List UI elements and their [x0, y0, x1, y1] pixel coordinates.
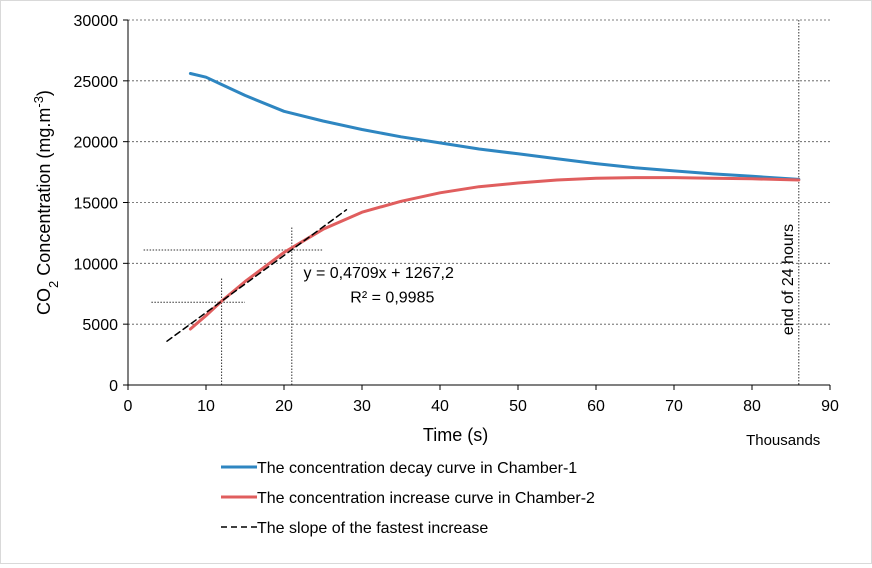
r-squared-label: R² = 0,9985 [350, 289, 434, 306]
y-label-post: ) [34, 90, 54, 96]
legend: The concentration decay curve in Chamber… [221, 460, 595, 537]
x-tick-label: 40 [431, 398, 449, 415]
series-group [166, 72, 801, 342]
gridlines [128, 19, 830, 325]
x-tick-label: 0 [124, 398, 133, 415]
x-tick-label: 80 [743, 398, 761, 415]
y-label-mid: Concentration (mg.m [34, 108, 54, 281]
legend-label-2: The concentration increase curve in Cham… [257, 490, 595, 507]
guide-lines [143, 20, 800, 385]
y-tick-label: 5000 [82, 317, 118, 334]
series-line-3 [166, 209, 348, 342]
x-tick-label: 10 [197, 398, 215, 415]
x-tick-label: 70 [665, 398, 683, 415]
y-label-sub: 2 [46, 281, 61, 288]
x-tick-label: 60 [587, 398, 605, 415]
x-tick-labels: 0 10 20 30 40 50 60 70 80 90 [124, 385, 839, 415]
x-tick-label: 50 [509, 398, 527, 415]
y-tick-label: 30000 [74, 13, 119, 30]
end-of-24-hours-label: end of 24 hours [780, 224, 797, 335]
series-line-1 [188, 72, 801, 181]
x-tick-label: 20 [275, 398, 293, 415]
y-tick-label: 15000 [74, 196, 119, 213]
trendline-equation: y = 0,4709x + 1267,2 [304, 265, 454, 282]
y-label-sup: -3 [31, 96, 46, 108]
y-tick-labels: 0 5000 10000 15000 20000 25000 30000 [74, 13, 128, 395]
x-multiplier-label: Thousands [746, 432, 820, 449]
y-axis-label: CO2 Concentration (mg.m-3) [31, 90, 61, 315]
y-tick-label: 10000 [74, 256, 119, 273]
x-axis-label: Time (s) [423, 425, 488, 445]
legend-label-1: The concentration decay curve in Chamber… [257, 460, 577, 477]
x-tick-label: 90 [821, 398, 839, 415]
y-label-pre: CO [34, 288, 54, 315]
y-tick-label: 20000 [74, 135, 119, 152]
y-tick-label: 25000 [74, 74, 119, 91]
series-line-2 [188, 176, 801, 331]
y-tick-label: 0 [109, 378, 118, 395]
legend-label-3: The slope of the fastest increase [257, 520, 488, 537]
x-tick-label: 30 [353, 398, 371, 415]
